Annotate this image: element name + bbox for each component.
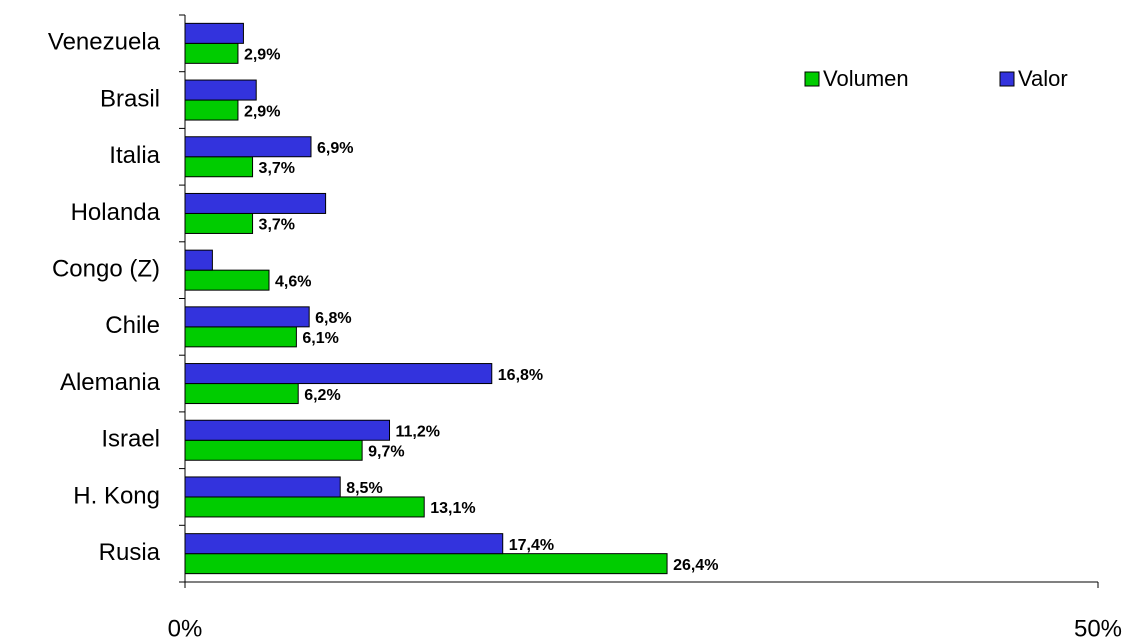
- bar: [184, 22, 244, 44]
- bar: [184, 383, 299, 405]
- bar: [184, 326, 297, 348]
- value-label: 13,1%: [430, 500, 475, 517]
- value-label: 2,9%: [244, 103, 280, 120]
- value-label: 16,8%: [498, 367, 543, 384]
- value-label: 11,2%: [396, 423, 440, 440]
- category-label: H. Kong: [73, 482, 160, 509]
- bar: [184, 136, 312, 158]
- value-label: 26,4%: [673, 557, 718, 574]
- bar: [184, 496, 425, 518]
- bar: [184, 476, 341, 498]
- value-label: 3,7%: [259, 160, 295, 177]
- bar: [184, 419, 391, 441]
- bar: [184, 363, 493, 385]
- bar: [184, 79, 257, 101]
- bar: [184, 156, 254, 178]
- category-label: Israel: [101, 426, 160, 453]
- category-label: Venezuela: [48, 29, 161, 56]
- legend-swatch: [804, 71, 820, 87]
- value-label: 17,4%: [509, 537, 554, 554]
- bar: [184, 306, 310, 328]
- value-label: 3,7%: [259, 217, 295, 234]
- bar: [184, 533, 504, 555]
- value-label: 2,9%: [244, 47, 280, 64]
- category-label: Italia: [109, 142, 160, 169]
- bar: [184, 249, 213, 271]
- value-label: 8,5%: [346, 480, 382, 497]
- bar: [184, 553, 668, 575]
- bar: [184, 42, 239, 64]
- x-tick-label: 0%: [168, 615, 203, 642]
- legend-label: Valor: [1018, 66, 1068, 91]
- bar: [184, 439, 363, 461]
- category-label: Congo (Z): [52, 255, 160, 282]
- bar: [184, 192, 327, 214]
- bar: [184, 269, 270, 291]
- category-label: Brasil: [100, 85, 160, 112]
- category-label: Holanda: [71, 199, 161, 226]
- category-label: Alemania: [60, 369, 161, 396]
- legend-swatch: [999, 71, 1015, 87]
- value-label: 6,1%: [302, 330, 338, 347]
- value-label: 6,9%: [317, 140, 353, 157]
- category-label: Chile: [105, 312, 160, 339]
- value-label: 4,6%: [275, 273, 311, 290]
- bar: [184, 212, 254, 234]
- value-label: 6,2%: [304, 387, 340, 404]
- legend-label: Volumen: [823, 66, 909, 91]
- category-label: Rusia: [99, 539, 161, 566]
- bar: [184, 99, 239, 121]
- value-label: 9,7%: [368, 443, 404, 460]
- x-tick-label: 50%: [1074, 615, 1122, 642]
- value-label: 6,8%: [315, 310, 351, 327]
